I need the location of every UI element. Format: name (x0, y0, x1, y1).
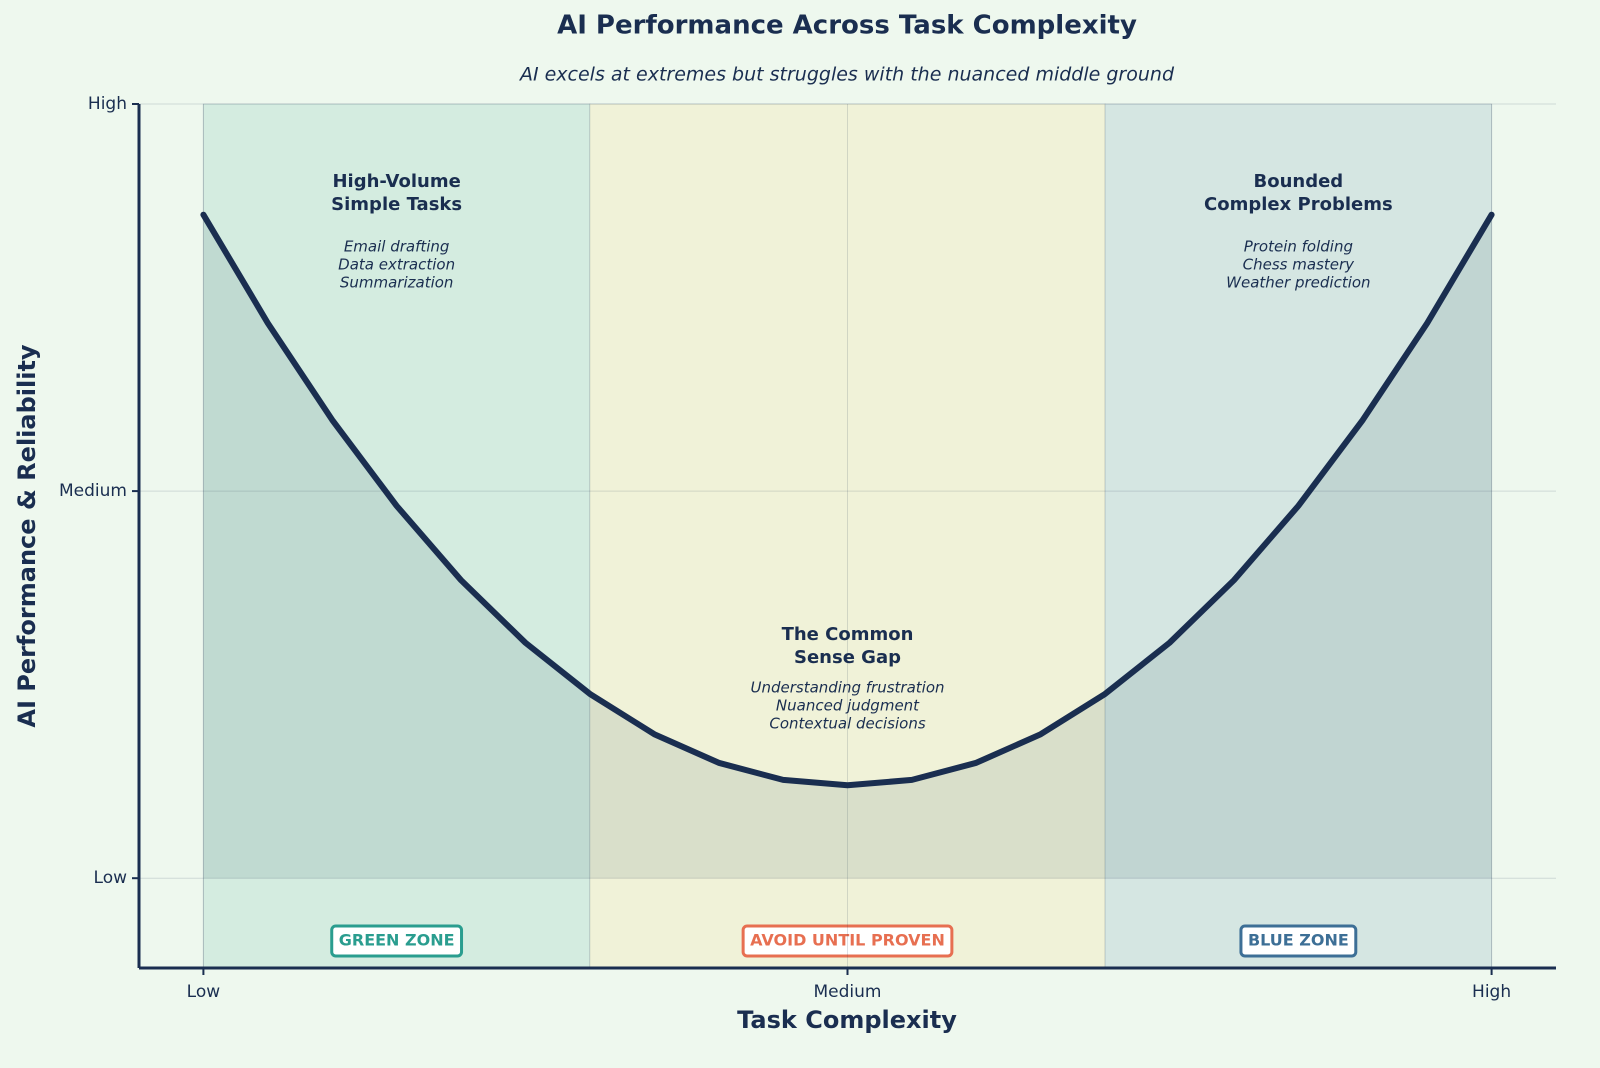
x-axis-label: Task Complexity (737, 1006, 957, 1034)
zone-item: Understanding frustration (750, 679, 944, 697)
zone-band (202, 103, 591, 969)
zone-title: The Common (782, 624, 914, 645)
y-tick-label: High (88, 94, 127, 114)
zone-item: Email drafting (344, 238, 450, 256)
y-axis-label: AI Performance & Reliability (13, 344, 41, 728)
zone-title: Bounded (1254, 171, 1344, 192)
x-tick-label: Medium (814, 982, 882, 1002)
zone-badge (741, 924, 954, 958)
zone-band (589, 103, 1106, 969)
area-fill (203, 214, 1492, 879)
zone-badge (1239, 924, 1358, 958)
zone-item: Weather prediction (1226, 274, 1370, 292)
performance-curve (200, 211, 1495, 789)
zone-band (1104, 103, 1493, 969)
zone-badge (330, 924, 464, 958)
zone-item: Summarization (340, 274, 454, 292)
y-tick-label: Medium (59, 481, 127, 501)
zone-item: Chess mastery (1243, 256, 1356, 274)
x-tick-label: High (1472, 982, 1511, 1002)
zone-title: Sense Gap (794, 647, 901, 668)
y-tick-label: Low (94, 868, 128, 888)
zone-label: GREEN ZONE (339, 931, 455, 950)
chart-subtitle: AI excels at extremes but struggles with… (518, 64, 1175, 86)
zone-item: Data extraction (338, 256, 455, 274)
zone-title: High-Volume (332, 171, 460, 192)
x-tick-label: Low (187, 982, 221, 1002)
zone-label: BLUE ZONE (1248, 931, 1349, 950)
zone-item: Nuanced judgment (776, 697, 920, 715)
zone-item: Protein folding (1244, 238, 1353, 256)
zone-item: Contextual decisions (769, 715, 925, 733)
chart-title: AI Performance Across Task Complexity (557, 11, 1137, 41)
zone-label: AVOID UNTIL PROVEN (750, 931, 945, 950)
zone-title: Simple Tasks (331, 194, 462, 215)
zone-title: Complex Problems (1204, 194, 1393, 215)
